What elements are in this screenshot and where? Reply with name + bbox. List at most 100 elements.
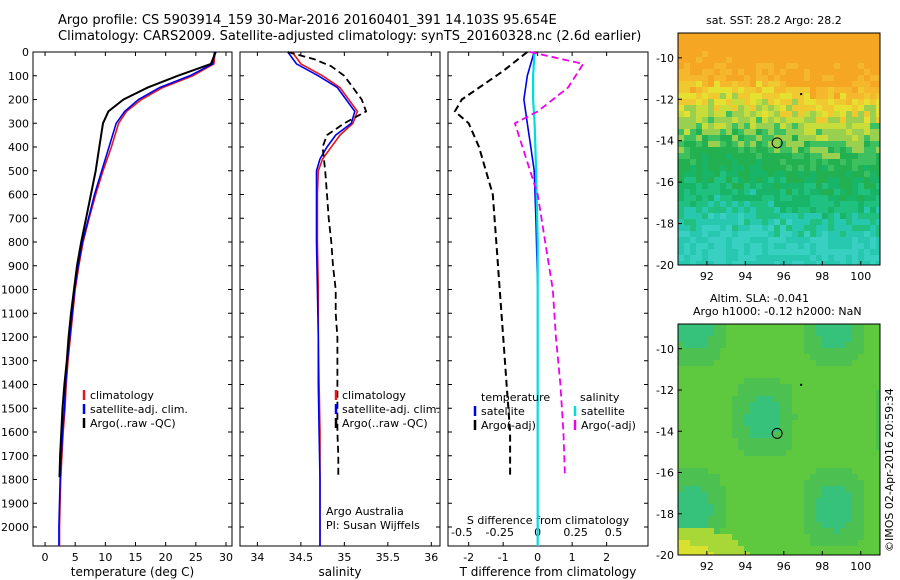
argo-position-marker [771,137,783,149]
x-tick-label: 30 [219,551,233,564]
legend-label: climatology [342,389,406,402]
x-tick-label: 1 [569,551,576,564]
depth-tick-label: 2000 [1,521,29,534]
temperature-series-line [58,51,217,478]
x-tick-label: 35.5 [376,551,401,564]
legend-label: satellite-adj. clim. [342,403,440,416]
depth-tick-label: 1600 [1,426,29,439]
sla-map-field [678,324,880,555]
annotation-text: PI: Susan Wijffels [326,519,420,532]
sla-map-label-1: Altim. SLA: -0.041 [710,292,810,305]
x-tick-label: -1 [498,551,509,564]
legend-header: temperature [481,391,550,404]
map-x-tick-label: 94 [738,270,752,283]
map-y-tick-label: -12 [656,384,674,397]
map-y-tick-label: -14 [656,425,674,438]
depth-tick-label: 800 [8,236,29,249]
depth-tick-label: 1100 [1,307,29,320]
map-x-tick-label: 98 [815,270,829,283]
s-tick-label: 0.25 [563,526,588,539]
legend-label: Argo(-adj) [581,419,636,432]
legend-label: satellite [581,405,625,418]
x-tick-label: 35 [337,551,351,564]
sla-map-frame [677,323,881,556]
sla-map-label-2: Argo h1000: -0.12 h2000: NaN [693,305,862,318]
x-tick-label: 34 [250,551,264,564]
x-tick-label: 0 [42,551,49,564]
map-y-tick-label: -18 [656,218,674,231]
depth-tick-label: 1200 [1,331,29,344]
x-tick-label: 10 [98,551,112,564]
x-tick-label: 20 [159,551,173,564]
map-x-tick-label: 92 [700,270,714,283]
legend-label: Argo(..raw -QC) [90,417,176,430]
map-x-tick-label: 96 [777,270,791,283]
x-axis-label: T difference from climatology [459,565,637,579]
map-x-tick-label: 98 [815,560,829,573]
island-marker [800,383,803,386]
map-y-tick-label: -20 [656,259,674,272]
depth-tick-label: 1700 [1,450,29,463]
map-x-tick-label: 92 [700,560,714,573]
map-y-tick-label: -10 [656,343,674,356]
map-y-tick-label: -10 [656,52,674,65]
legend-header: salinity [580,391,620,404]
x-tick-label: 5 [72,551,79,564]
s-tick-label: -0.5 [451,526,472,539]
map-y-tick-label: -16 [656,467,674,480]
argo-position-marker [771,427,783,439]
x-axis-label: temperature (deg C) [71,565,194,579]
salinity-series-line [287,51,368,478]
depth-tick-label: 1900 [1,497,29,510]
sst-map-field [678,33,880,265]
legend-label: satellite [481,405,525,418]
depth-tick-label: 400 [8,141,29,154]
legend-label: Argo(-adj) [481,419,536,432]
map-y-tick-label: -18 [656,508,674,521]
legend-label: satellite-adj. clim. [90,403,188,416]
sst-map-frame [677,32,881,266]
salinity-series-line [287,51,356,546]
s-axis-label: S difference from climatology [467,514,630,527]
depth-tick-label: 1400 [1,379,29,392]
island-marker [800,93,803,96]
depth-tick-label: 1500 [1,402,29,415]
legend-label: Argo(..raw -QC) [342,417,428,430]
map-x-tick-label: 96 [777,560,791,573]
x-tick-label: -2 [463,551,474,564]
depth-tick-label: 900 [8,260,29,273]
x-tick-label: 36 [424,551,438,564]
depth-tick-label: 1300 [1,355,29,368]
map-y-tick-label: -20 [656,549,674,562]
x-tick-label: 25 [189,551,203,564]
salinity-series-line [291,51,359,546]
difference-series-line [531,51,539,546]
depth-tick-label: 500 [8,165,29,178]
map-x-tick-label: 94 [738,560,752,573]
sst-map-label: sat. SST: 28.2 Argo: 28.2 [706,14,842,27]
map-y-tick-label: -16 [656,176,674,189]
temperature-series-line [58,51,216,546]
legend-label: climatology [90,389,154,402]
depth-tick-label: 1800 [1,474,29,487]
title-line-2: Climatology: CARS2009. Satellite-adjuste… [58,29,642,44]
map-y-tick-label: -12 [656,93,674,106]
x-tick-label: 2 [603,551,610,564]
map-x-tick-label: 100 [850,270,871,283]
depth-tick-label: 300 [8,117,29,130]
difference-series-line [453,51,528,478]
depth-tick-label: 1000 [1,284,29,297]
depth-tick-label: 100 [8,70,29,83]
depth-tick-label: 0 [22,46,29,59]
map-y-tick-label: -14 [656,135,674,148]
x-tick-label: 34.5 [289,551,314,564]
map-x-tick-label: 100 [850,560,871,573]
depth-tick-label: 600 [8,189,29,202]
s-tick-label: 0.5 [605,526,623,539]
x-axis-label: salinity [318,565,361,579]
depth-tick-label: 700 [8,212,29,225]
panel-frame-difference [447,51,649,547]
annotation-text: Argo Australia [326,505,404,518]
depth-tick-label: 200 [8,94,29,107]
